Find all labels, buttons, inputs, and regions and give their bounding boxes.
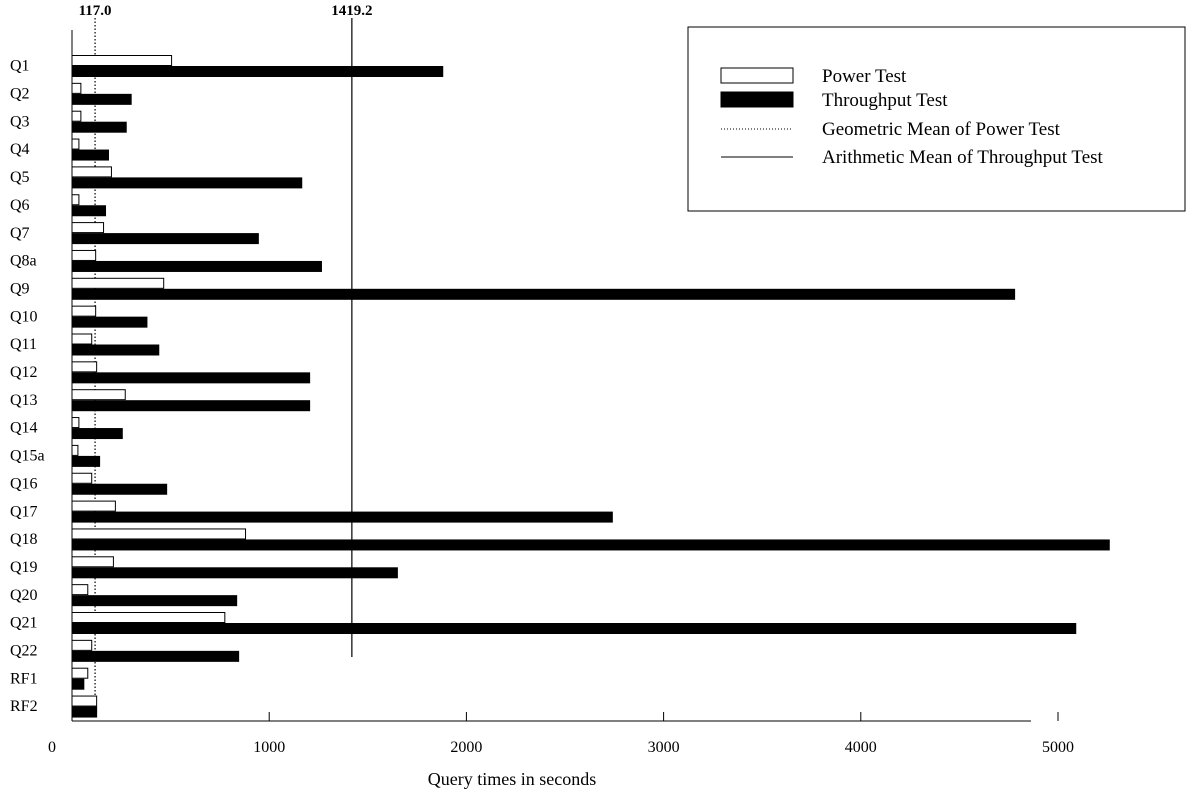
legend: Power Test Throughput Test Geometric Mean … (687, 26, 1186, 212)
category-label: Q19 (10, 559, 38, 576)
power-test-bar (71, 556, 114, 568)
throughput-test-bar (71, 121, 127, 133)
category-label: Q1 (10, 58, 30, 75)
category-label: Q5 (10, 169, 30, 186)
throughput-test-bar (71, 455, 101, 467)
throughput-test-bar (71, 316, 148, 328)
category-label: Q16 (10, 475, 38, 492)
bars (71, 55, 1110, 718)
category-label: Q6 (10, 197, 30, 214)
power-test-bar (71, 417, 80, 429)
throughput-test-bar (71, 260, 322, 272)
category-label: Q18 (10, 531, 38, 548)
x-tick-label: 0 (48, 739, 56, 756)
throughput-test-bar (71, 567, 398, 579)
category-label: Q22 (10, 643, 38, 660)
legend-box (687, 26, 1186, 212)
reference-line-label: 1419.2 (331, 3, 372, 19)
power-test-bar (71, 667, 89, 679)
power-test-bar (71, 639, 93, 651)
legend-label: Arithmetic Mean of Throughput Test (822, 147, 1104, 168)
legend-label: Geometric Mean of Power Test (822, 119, 1061, 140)
category-label: RF2 (10, 698, 38, 715)
reference-line-label: 117.0 (79, 3, 112, 19)
category-label: Q12 (10, 364, 38, 381)
power-test-bar (71, 82, 82, 94)
category-label: Q7 (10, 225, 30, 242)
category-label: Q15a (10, 448, 45, 465)
category-label: Q2 (10, 86, 30, 103)
power-test-bar (71, 194, 80, 206)
category-label: RF1 (10, 670, 38, 687)
throughput-test-bar (71, 595, 238, 607)
x-tick-label: 2000 (450, 739, 482, 756)
power-test-bar (71, 472, 93, 484)
throughput-test-bar (71, 93, 132, 105)
legend-label: Power Test (822, 66, 907, 87)
throughput-test-bar (71, 650, 240, 662)
throughput-test-bar (71, 511, 613, 523)
power-test-bar (71, 695, 98, 707)
category-label: Q13 (10, 392, 38, 409)
power-test-bar (71, 138, 80, 150)
throughput-test-bar (71, 205, 107, 217)
category-label: Q8a (10, 253, 37, 270)
legend-throughput-test-swatch (720, 91, 794, 108)
throughput-test-bar (71, 706, 98, 718)
throughput-test-bar (71, 149, 109, 161)
power-test-bar (71, 110, 82, 122)
throughput-test-bar (71, 400, 311, 412)
category-labels: Q1 Q2 Q3 Q4 Q5 Q6 Q7 Q8a Q9 Q10 Q11 Q12 Q13 Q14 Q15a Q1… (10, 58, 45, 716)
power-test-bar (71, 333, 93, 345)
legend-power-test-swatch (720, 67, 794, 84)
throughput-test-bar (71, 344, 160, 356)
power-test-bar (71, 528, 247, 540)
category-label: Q17 (10, 503, 38, 520)
throughput-test-bar (71, 428, 123, 440)
power-test-bar (71, 444, 79, 456)
category-label: Q9 (10, 280, 30, 297)
power-test-bar (71, 249, 97, 261)
throughput-test-bar (71, 66, 444, 77)
power-test-bar (71, 55, 173, 66)
power-test-bar (71, 305, 97, 317)
x-tick-label: 5000 (1042, 739, 1074, 756)
category-label: Q14 (10, 420, 38, 437)
category-label: Q21 (10, 615, 38, 632)
category-label: Q11 (10, 336, 37, 353)
power-test-bar (71, 389, 126, 401)
x-axis: 0 1000 2000 3000 4000 5000 (48, 30, 1074, 756)
category-label: Q3 (10, 113, 30, 130)
power-test-bar (71, 222, 105, 234)
throughput-test-bar (71, 483, 168, 495)
reference-lines: 117.0 1419.2 (79, 3, 372, 718)
throughput-test-bar (71, 177, 303, 189)
x-tick-label: 1000 (253, 739, 285, 756)
x-tick-label: 4000 (845, 739, 877, 756)
power-test-bar (71, 277, 165, 289)
category-label: Q10 (10, 308, 38, 325)
throughput-test-bar (71, 678, 85, 690)
throughput-test-bar (71, 288, 1016, 300)
power-test-bar (71, 361, 98, 373)
x-axis-title: Query times in seconds (428, 769, 596, 789)
throughput-test-bar (71, 623, 1077, 634)
category-label: Q20 (10, 587, 38, 604)
category-label: Q4 (10, 141, 30, 158)
power-test-bar (71, 500, 116, 512)
power-test-bar (71, 612, 226, 623)
x-tick-label: 3000 (648, 739, 680, 756)
power-test-bar (71, 166, 112, 178)
throughput-test-bar (71, 539, 1110, 551)
legend-label: Throughput Test (822, 90, 948, 111)
throughput-test-bar (71, 372, 311, 384)
power-test-bar (71, 584, 89, 596)
throughput-test-bar (71, 233, 259, 245)
